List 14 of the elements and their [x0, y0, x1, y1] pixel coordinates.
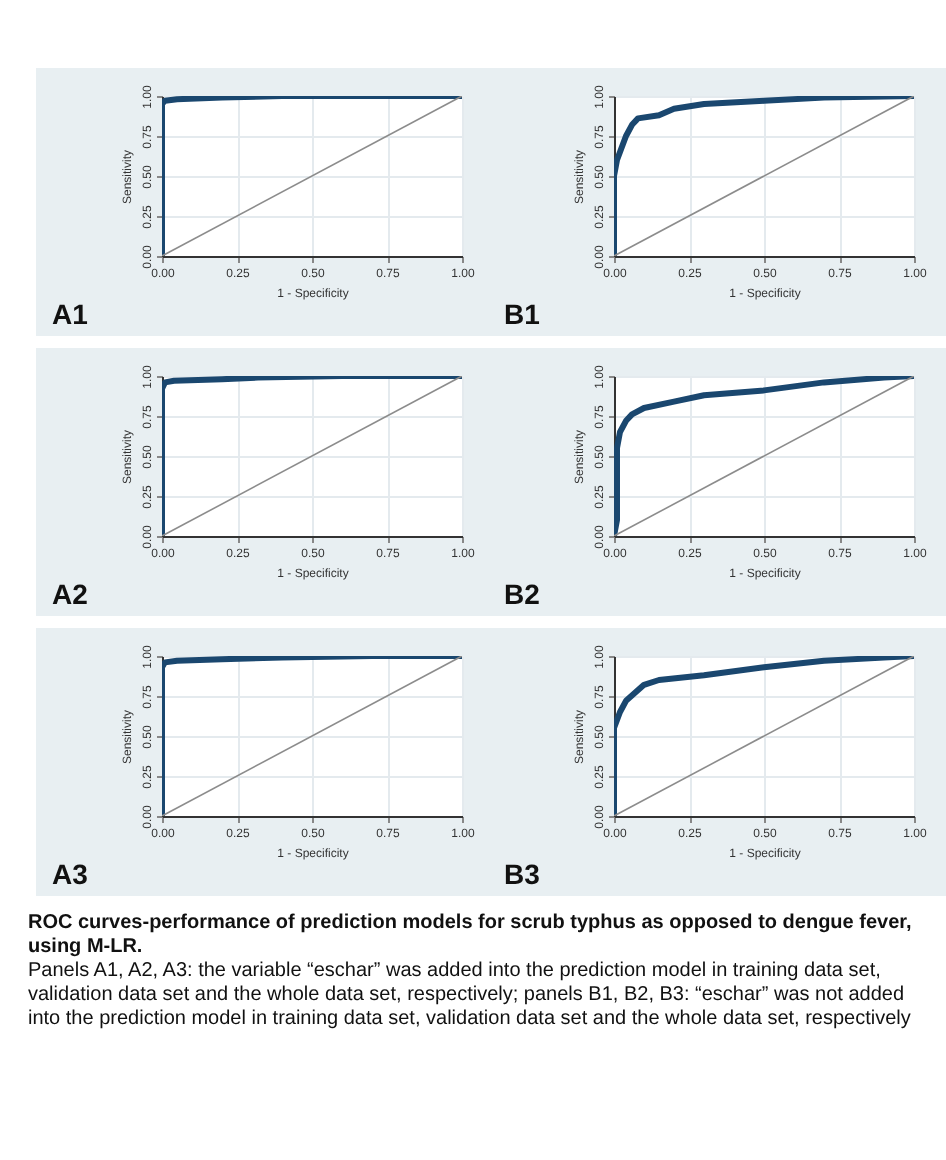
text: ROC curves-performance of prediction models for scrub typhus as opposed to dengue fever, using M-LR.	[28, 912, 914, 960]
text: A3	[52, 858, 89, 890]
text: A2	[52, 578, 89, 610]
line-series	[614, 656, 914, 816]
line-series	[614, 96, 914, 256]
line-series	[614, 376, 914, 536]
line-series	[162, 656, 462, 816]
text: Panels A1, A2, A3: the variable “eschar” was added into the prediction model in training data set, validation data set and the whole data set, respectively; panels B1, B2, B3: “eschar” was not added into the prediction model in training data set, validation data set and the whole data set, respectively	[28, 960, 913, 1032]
text: A1	[52, 298, 89, 330]
line-series	[162, 96, 462, 256]
text: B1	[504, 298, 541, 330]
line-series	[162, 376, 462, 536]
text: B3	[504, 858, 541, 890]
text: B2	[504, 578, 541, 610]
